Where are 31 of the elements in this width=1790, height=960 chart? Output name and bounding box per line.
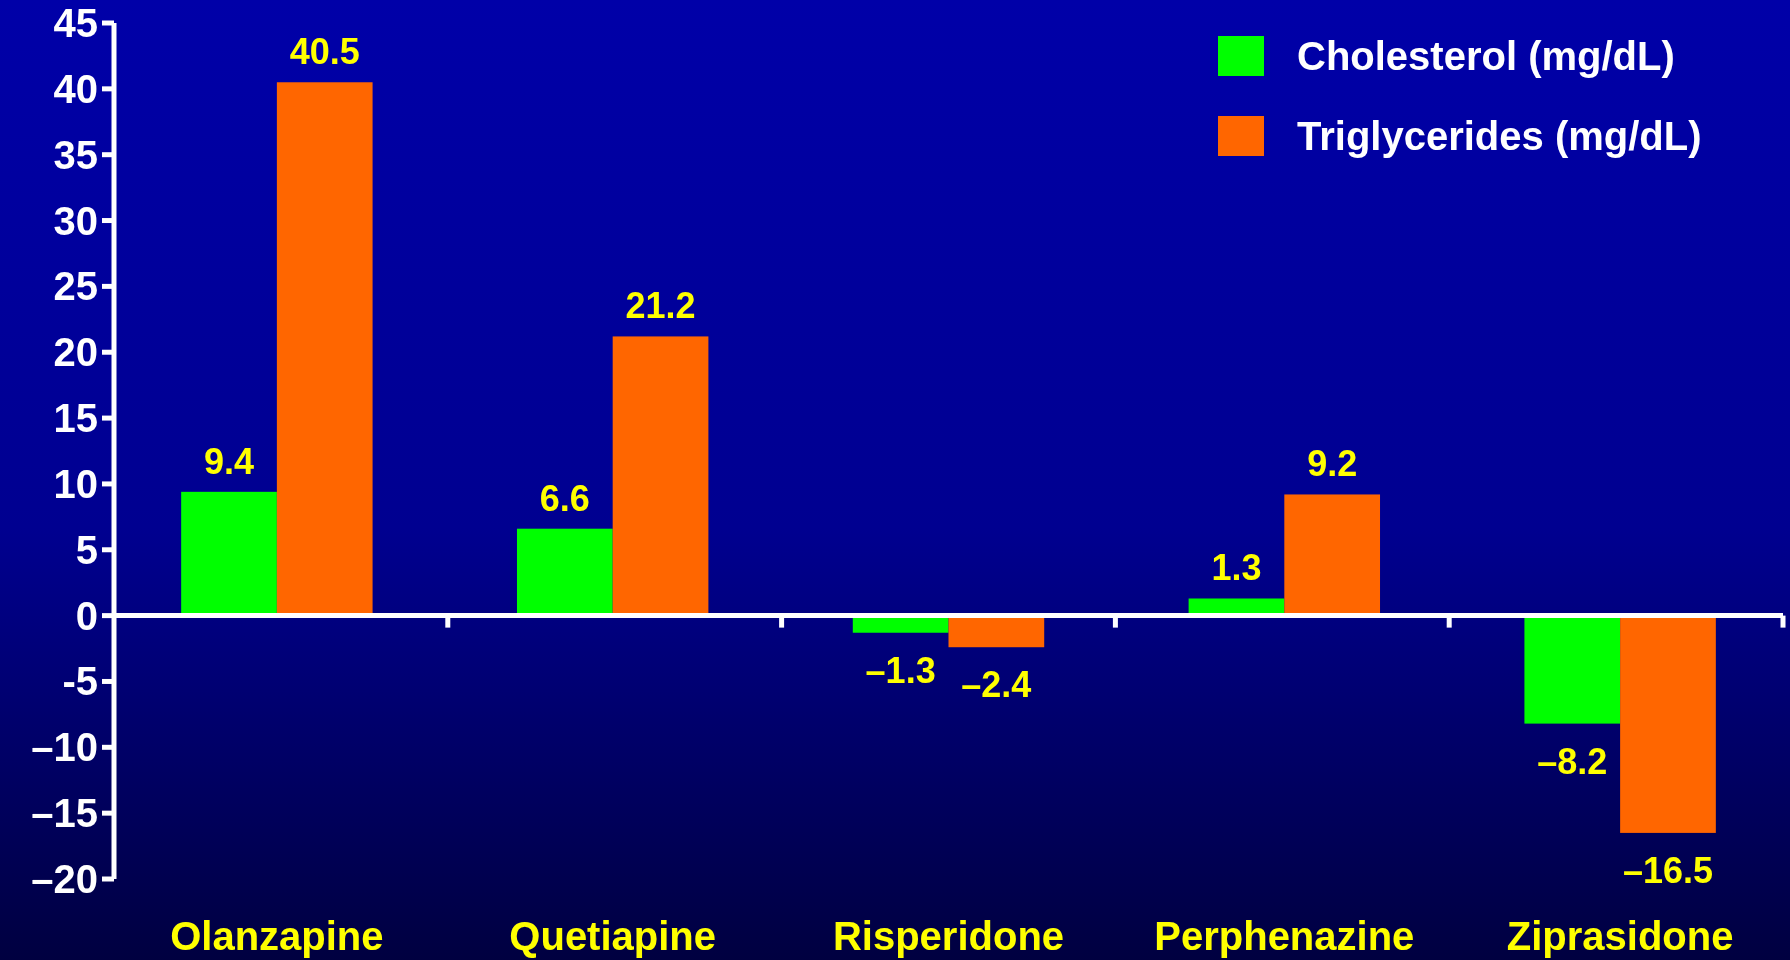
y-tick-label: –15: [31, 791, 98, 836]
data-label: 1.3: [1211, 547, 1262, 589]
data-label: –8.2: [1537, 740, 1608, 782]
y-tick-label: 20: [53, 330, 98, 375]
y-tick-label: 5: [75, 527, 98, 572]
data-label: 21.2: [625, 285, 696, 327]
y-tick-label: -5: [62, 659, 98, 704]
y-tick-label: 30: [53, 198, 98, 243]
data-label: 9.2: [1307, 443, 1358, 485]
x-tick-label: Risperidone: [832, 914, 1065, 958]
x-tick-label: Olanzapine: [170, 914, 384, 958]
y-tick-label: 0: [75, 593, 98, 638]
x-tick-label: Quetiapine: [509, 914, 717, 958]
y-tick-label: –20: [31, 857, 98, 901]
data-label: –16.5: [1622, 849, 1714, 891]
y-tick-label: 10: [53, 461, 98, 506]
y-tick-label: 15: [53, 396, 98, 441]
y-tick-label: 35: [53, 132, 98, 177]
data-label: 9.4: [203, 440, 255, 482]
data-label: –1.3: [865, 649, 936, 691]
data-label: 6.6: [539, 477, 590, 519]
data-label: –2.4: [961, 664, 1032, 706]
data-label: 40.5: [289, 31, 360, 73]
x-tick-label: Perphenazine: [1154, 914, 1415, 958]
y-tick-label: –10: [31, 725, 98, 770]
y-tick-label: 45: [53, 1, 98, 45]
x-tick-label: Ziprasidone: [1506, 914, 1734, 958]
y-tick-label: 40: [53, 66, 98, 111]
legend-label: Triglycerides (mg/dL): [1297, 114, 1702, 158]
y-tick-label: 25: [53, 264, 98, 309]
legend-label: Cholesterol (mg/dL): [1297, 34, 1675, 78]
